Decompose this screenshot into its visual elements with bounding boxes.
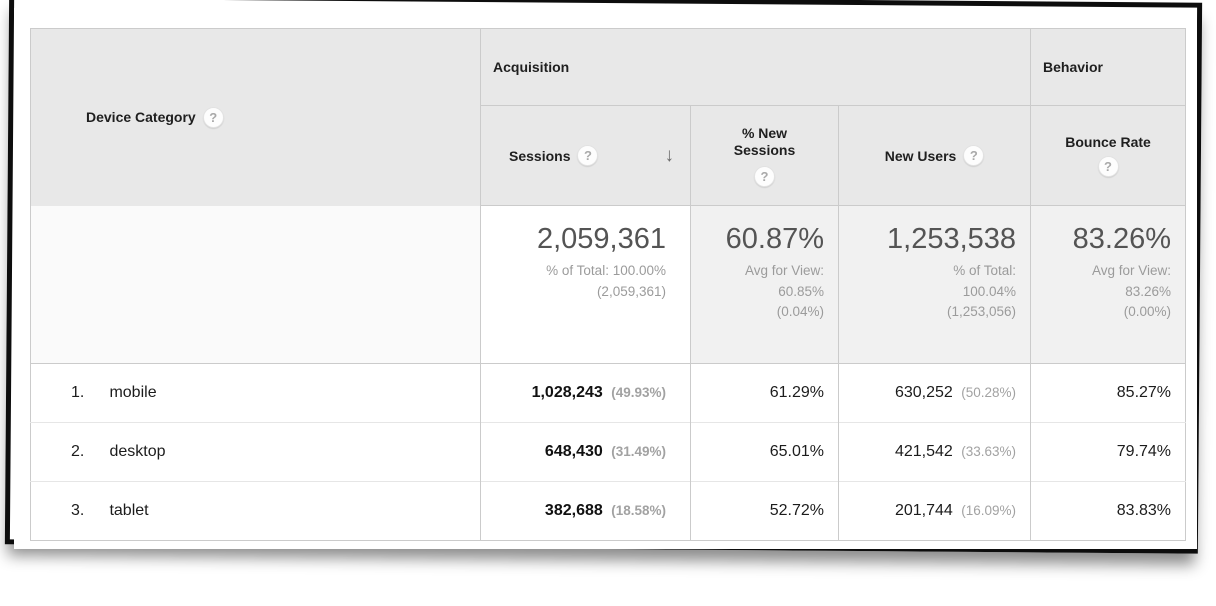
sessions-value: 1,028,243 <box>531 384 603 401</box>
new-sessions-value: 61.29% <box>769 384 824 401</box>
row-rank: 1. <box>71 384 85 401</box>
new-sessions-label: % New Sessions <box>733 124 796 159</box>
help-icon[interactable]: ? <box>577 145 599 166</box>
totals-new-users-subtext: % of Total: <box>953 263 1017 278</box>
new-users-share: (16.09%) <box>961 503 1017 518</box>
new-users-label: New Users <box>884 147 957 164</box>
group-header-row: Device Category ? Acquisition Behavior <box>30 28 1186 206</box>
new-sessions-cell: 52.72% <box>690 481 839 541</box>
totals-bounce-rate-subtext: (0.00%) <box>1123 304 1172 320</box>
table-row: 3. tablet 382,688 (18.58%) 52.72% 201,74… <box>30 481 1186 541</box>
sessions-cell: 382,688 (18.58%) <box>480 481 691 541</box>
new-users-value: 421,542 <box>894 443 953 460</box>
new-users-value: 630,252 <box>894 384 953 401</box>
device-category-report-table: Device Category ? Acquisition Behavior <box>30 28 1187 541</box>
device-link-mobile[interactable]: mobile <box>109 384 157 401</box>
sessions-value: 382,688 <box>544 502 603 519</box>
totals-sessions-subtext: (2,059,361) <box>596 283 666 299</box>
device-cell: 1. mobile <box>30 363 481 423</box>
sort-descending-icon: ↓ <box>664 145 675 166</box>
totals-new-users-cell: 1,253,538 % of Total: 100.04% (1,253,056… <box>838 205 1032 364</box>
new-users-share: (50.28%) <box>961 385 1017 400</box>
new-users-cell: 201,744 (16.09%) <box>838 481 1032 541</box>
totals-new-sessions-subtext: 60.85% <box>778 283 824 299</box>
totals-new-sessions-value: 60.87% <box>725 223 824 255</box>
device-link-desktop[interactable]: desktop <box>109 443 166 460</box>
totals-new-users-subtext: 100.04% <box>962 283 1017 299</box>
totals-bounce-rate-subtext: Avg for View: <box>1091 263 1172 278</box>
group-header-behavior: Behavior <box>1030 28 1186 106</box>
sessions-value: 648,430 <box>544 443 603 460</box>
totals-new-sessions-subtext: (0.04%) <box>776 304 824 320</box>
totals-sessions-subtext: % of Total: 100.00% <box>546 263 666 278</box>
sessions-share: (49.93%) <box>611 385 666 400</box>
device-cell: 3. tablet <box>30 481 481 541</box>
bounce-rate-cell: 85.27% <box>1030 363 1186 423</box>
row-rank: 2. <box>71 443 85 460</box>
device-category-label: Device Category <box>86 109 196 126</box>
acquisition-label: Acquisition <box>493 59 570 75</box>
sessions-share: (18.58%) <box>611 503 666 518</box>
new-users-cell: 421,542 (33.63%) <box>838 422 1032 482</box>
new-users-share: (33.63%) <box>961 444 1017 459</box>
totals-row: 2,059,361 % of Total: 100.00% (2,059,361… <box>30 205 1186 364</box>
column-header-new-users[interactable]: New Users ? <box>838 105 1032 206</box>
bounce-rate-cell: 83.83% <box>1030 481 1186 541</box>
help-icon[interactable]: ? <box>963 145 985 166</box>
row-rank: 3. <box>71 502 85 519</box>
device-cell: 2. desktop <box>30 422 481 482</box>
metric-header-row: Sessions ? ↓ % New Sessions ? New <box>31 105 1186 206</box>
bounce-rate-value: 85.27% <box>1116 384 1172 401</box>
help-icon[interactable]: ? <box>202 106 224 128</box>
totals-new-sessions-subtext: Avg for View: <box>744 263 824 278</box>
new-sessions-value: 52.72% <box>769 502 824 519</box>
bounce-rate-cell: 79.74% <box>1030 422 1186 482</box>
totals-sessions-cell: 2,059,361 % of Total: 100.00% (2,059,361… <box>480 205 691 364</box>
column-header-new-sessions-pct[interactable]: % New Sessions ? <box>690 105 839 206</box>
sessions-share: (31.49%) <box>611 444 666 459</box>
table-row: 1. mobile 1,028,243 (49.93%) 61.29% 630,… <box>30 363 1186 423</box>
new-sessions-cell: 61.29% <box>690 363 839 423</box>
column-header-bounce-rate[interactable]: Bounce Rate ? <box>1030 105 1186 206</box>
totals-bounce-rate-subtext: 83.26% <box>1125 283 1172 299</box>
totals-new-sessions-cell: 60.87% Avg for View: 60.85% (0.04%) <box>690 205 839 364</box>
new-sessions-cell: 65.01% <box>690 422 839 482</box>
sessions-cell: 1,028,243 (49.93%) <box>480 363 691 423</box>
device-link-tablet[interactable]: tablet <box>109 502 149 519</box>
totals-bounce-rate-value: 83.26% <box>1072 223 1172 255</box>
column-header-device-category[interactable]: Device Category ? <box>30 28 481 206</box>
bounce-rate-value: 79.74% <box>1116 443 1172 460</box>
report-card: Device Category ? Acquisition Behavior <box>14 8 1197 549</box>
bounce-rate-label: Bounce Rate <box>1065 134 1151 150</box>
totals-sessions-value: 2,059,361 <box>536 223 666 255</box>
table-row: 2. desktop 648,430 (31.49%) 65.01% 421,5… <box>30 422 1186 482</box>
new-users-cell: 630,252 (50.28%) <box>838 363 1032 423</box>
behavior-label: Behavior <box>1043 59 1103 75</box>
new-users-value: 201,744 <box>894 502 953 519</box>
group-header-acquisition: Acquisition <box>480 28 1032 106</box>
totals-new-users-value: 1,253,538 <box>887 223 1017 255</box>
column-header-sessions[interactable]: Sessions ? ↓ <box>480 105 691 206</box>
totals-new-users-subtext: (1,253,056) <box>946 304 1017 320</box>
bounce-rate-value: 83.83% <box>1116 502 1172 519</box>
help-icon[interactable]: ? <box>1097 156 1119 177</box>
totals-bounce-rate-cell: 83.26% Avg for View: 83.26% (0.00%) <box>1030 205 1186 364</box>
new-sessions-value: 65.01% <box>769 443 824 460</box>
totals-device-cell <box>30 205 481 364</box>
sessions-label: Sessions <box>509 147 571 164</box>
sessions-cell: 648,430 (31.49%) <box>480 422 691 482</box>
help-icon[interactable]: ? <box>754 165 775 187</box>
